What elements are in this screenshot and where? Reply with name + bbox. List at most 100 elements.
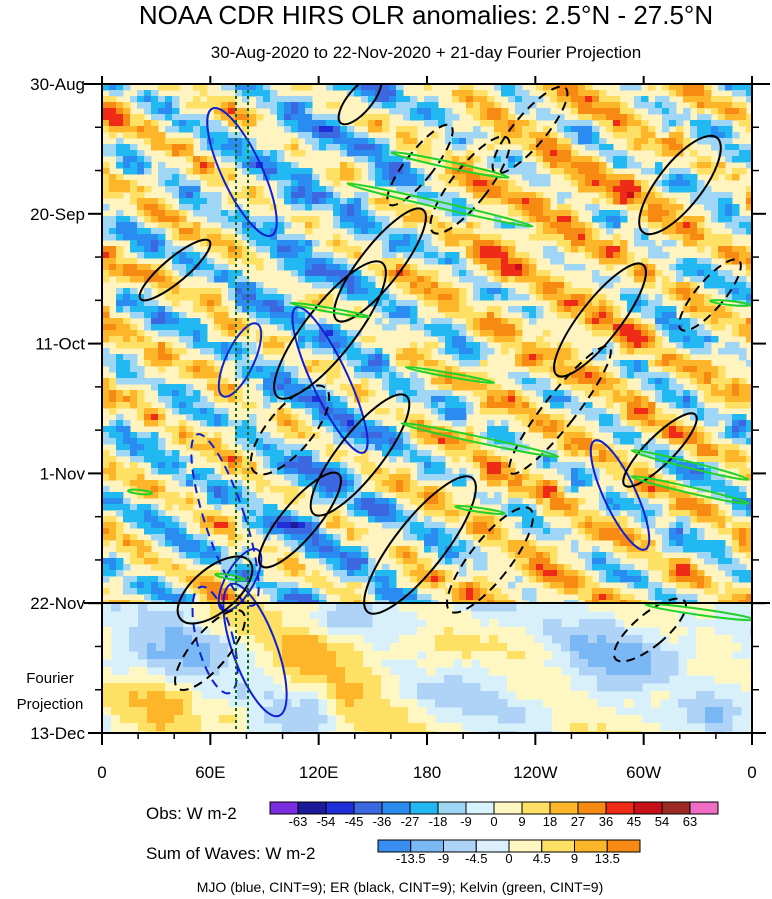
field-cell: [515, 522, 523, 529]
field-cell: [669, 318, 677, 325]
field-cell: [620, 462, 628, 469]
field-cell: [529, 192, 537, 199]
field-cell: [536, 132, 544, 139]
field-cell: [389, 258, 397, 265]
field-cell: [578, 384, 586, 391]
field-cell: [459, 384, 467, 391]
field-cell: [515, 210, 523, 217]
field-cell: [235, 276, 243, 283]
field-cell: [669, 114, 677, 121]
field-cell: [431, 396, 439, 403]
field-cell: [375, 360, 383, 367]
field-cell: [620, 492, 628, 499]
field-cell: [291, 546, 299, 553]
field-cell: [522, 420, 530, 427]
field-cell: [137, 186, 145, 193]
field-cell: [641, 540, 649, 547]
field-cell: [599, 96, 607, 103]
field-cell: [410, 132, 418, 139]
field-cell: [410, 138, 418, 145]
field-cell: [284, 444, 292, 451]
field-cell: [116, 546, 124, 553]
field-cell: [431, 132, 439, 139]
field-cell: [116, 102, 124, 109]
field-cell: [578, 186, 586, 193]
field-cell: [277, 462, 285, 469]
field-cell: [263, 372, 271, 379]
field-cell: [263, 444, 271, 451]
field-cell: [179, 228, 187, 235]
field-cell: [137, 522, 145, 529]
field-cell: [214, 294, 222, 301]
field-cell: [221, 216, 229, 223]
field-cell: [130, 438, 138, 445]
field-cell: [368, 228, 376, 235]
field-cell: [529, 168, 537, 175]
field-cell: [172, 348, 180, 355]
field-cell: [123, 162, 131, 169]
field-cell: [697, 240, 705, 247]
field-cell: [144, 156, 152, 163]
field-cell: [431, 102, 439, 109]
field-cell: [452, 474, 460, 481]
field-cell: [627, 192, 635, 199]
field-cell: [543, 252, 551, 259]
field-cell: [130, 216, 138, 223]
field-cell: [123, 222, 131, 229]
field-cell: [536, 492, 544, 499]
field-cell: [508, 462, 516, 469]
field-cell: [662, 108, 670, 115]
field-cell: [151, 300, 159, 307]
field-cell: [718, 444, 726, 451]
field-cell: [690, 414, 698, 421]
field-cell: [634, 498, 642, 505]
field-cell: [571, 450, 579, 457]
field-cell: [144, 90, 152, 97]
field-cell: [466, 384, 474, 391]
field-cell: [634, 402, 642, 409]
field-cell: [109, 438, 117, 445]
field-cell: [508, 444, 516, 451]
field-cell: [529, 174, 537, 181]
field-cell: [249, 258, 257, 265]
field-cell: [627, 252, 635, 259]
field-cell: [375, 444, 383, 451]
field-cell: [711, 420, 719, 427]
field-cell: [445, 474, 453, 481]
field-cell: [116, 228, 124, 235]
field-cell: [704, 360, 712, 367]
field-cell: [172, 174, 180, 181]
field-cell: [165, 396, 173, 403]
field-cell: [424, 456, 432, 463]
field-cell: [690, 300, 698, 307]
field-cell: [354, 306, 362, 313]
field-cell: [312, 528, 320, 535]
field-cell: [333, 222, 341, 229]
field-cell: [284, 324, 292, 331]
field-cell: [564, 162, 572, 169]
field-cell: [732, 438, 740, 445]
field-cell: [298, 480, 306, 487]
field-cell: [655, 360, 663, 367]
field-cell: [522, 540, 530, 547]
field-cell: [312, 186, 320, 193]
field-cell: [494, 336, 502, 343]
field-cell: [445, 120, 453, 127]
field-cell: [613, 378, 621, 385]
field-cell: [403, 162, 411, 169]
field-cell: [221, 396, 229, 403]
field-cell: [340, 204, 348, 211]
field-cell: [445, 162, 453, 169]
field-cell: [375, 480, 383, 487]
field-cell: [711, 372, 719, 379]
field-cell: [571, 174, 579, 181]
field-cell: [424, 354, 432, 361]
field-cell: [452, 438, 460, 445]
field-cell: [158, 510, 166, 517]
field-cell: [452, 180, 460, 187]
field-cell: [641, 324, 649, 331]
field-cell: [487, 438, 495, 445]
field-cell: [396, 306, 404, 313]
field-cell: [732, 534, 740, 541]
field-cell: [368, 126, 376, 133]
